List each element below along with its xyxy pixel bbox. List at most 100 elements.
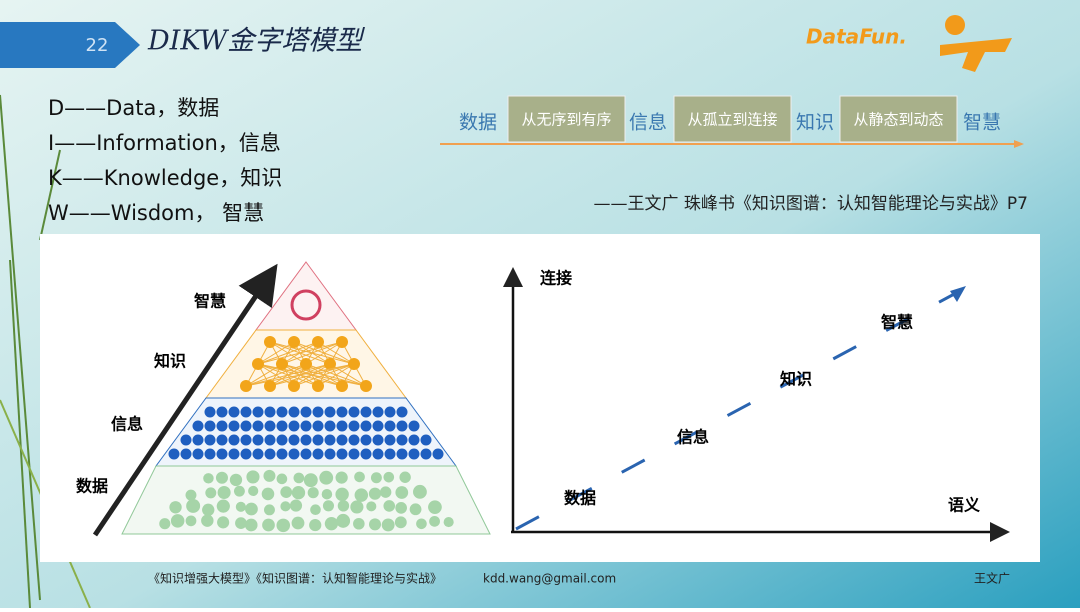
green-dot xyxy=(229,473,243,487)
green-dot xyxy=(233,485,245,497)
green-dot xyxy=(354,471,365,483)
orange-dot xyxy=(276,358,288,370)
green-dot xyxy=(245,502,258,516)
green-dot xyxy=(335,487,349,502)
green-dot xyxy=(443,517,454,528)
transition-box xyxy=(507,95,626,143)
green-dot xyxy=(262,518,275,532)
blue-dot xyxy=(360,420,372,432)
blue-dot xyxy=(228,434,240,446)
orange-dot xyxy=(336,336,348,348)
orange-edge xyxy=(245,363,307,387)
green-dot xyxy=(202,503,215,517)
blue-dot xyxy=(300,420,312,432)
blue-dot xyxy=(360,448,372,460)
blue-dot xyxy=(324,434,336,446)
green-dot xyxy=(261,487,275,501)
green-dot xyxy=(293,472,305,484)
green-dot xyxy=(322,500,335,512)
blue-dot xyxy=(348,448,360,460)
orange-dot xyxy=(312,380,324,392)
blue-dot xyxy=(372,434,384,446)
blue-dot xyxy=(288,406,300,418)
blue-dot xyxy=(360,434,372,446)
green-dot xyxy=(354,488,369,502)
green-dot xyxy=(366,501,377,512)
blue-dot xyxy=(396,406,408,418)
number-tag xyxy=(0,22,140,68)
blue-dot xyxy=(252,420,264,432)
blue-dot xyxy=(384,420,396,432)
green-dot xyxy=(310,504,321,516)
green-dot xyxy=(395,502,407,514)
footer-email: kdd.wang@gmail.com xyxy=(483,572,616,586)
blue-dot xyxy=(312,434,324,446)
blue-dot xyxy=(216,406,228,418)
blue-dot xyxy=(396,420,408,432)
definition: W——Wisdom， 智慧 xyxy=(48,201,264,225)
green-dot xyxy=(428,500,442,515)
blue-dot xyxy=(336,406,348,418)
blue-dot xyxy=(264,448,276,460)
blue-dot xyxy=(252,434,264,446)
blue-dot xyxy=(276,420,288,432)
green-dot xyxy=(416,518,427,530)
green-dot xyxy=(289,499,303,512)
blue-dot xyxy=(336,420,348,432)
green-dot xyxy=(185,489,197,501)
definition: I——Information，信息 xyxy=(48,131,281,155)
orange-dot xyxy=(288,336,300,348)
green-dot xyxy=(276,473,288,485)
green-dot xyxy=(159,518,171,530)
blue-dot xyxy=(372,406,384,418)
green-dot xyxy=(303,473,318,488)
orange-edge xyxy=(245,363,283,387)
green-dot xyxy=(381,518,395,532)
green-dot xyxy=(399,471,411,483)
green-dot xyxy=(216,499,230,513)
blue-dot xyxy=(180,434,192,446)
green-dot xyxy=(248,485,259,497)
flow-stage: 智慧 xyxy=(963,112,1001,134)
orange-edge xyxy=(245,363,331,387)
orange-edge xyxy=(257,341,343,365)
x-axis-label: 语义 xyxy=(948,496,980,515)
green-dot xyxy=(280,486,293,499)
blue-dot xyxy=(228,406,240,418)
blue-dot xyxy=(240,448,252,460)
blue-dot xyxy=(168,448,180,460)
green-dot xyxy=(394,516,407,529)
blue-dot xyxy=(324,420,336,432)
blue-dot xyxy=(396,448,408,460)
blue-dot xyxy=(204,420,216,432)
blue-dot xyxy=(228,420,240,432)
blue-dot xyxy=(264,406,276,418)
green-dot xyxy=(350,500,364,514)
blue-dot xyxy=(408,420,420,432)
orange-edge xyxy=(281,341,343,365)
pyramid-label: 数据 xyxy=(76,477,108,496)
blue-dot xyxy=(228,448,240,460)
blue-dot xyxy=(264,434,276,446)
orange-dot xyxy=(336,380,348,392)
orange-edge xyxy=(293,363,355,387)
green-dot xyxy=(319,470,334,485)
green-dot xyxy=(203,473,214,484)
orange-dot xyxy=(324,358,336,370)
blue-dot xyxy=(204,406,216,418)
transition-box xyxy=(673,95,792,143)
green-dot xyxy=(215,471,228,484)
blue-dot xyxy=(288,434,300,446)
blue-dot xyxy=(348,420,360,432)
transition-label: 从孤立到连接 xyxy=(687,111,777,129)
orange-dot xyxy=(288,380,300,392)
logo-figure xyxy=(940,15,1012,72)
pyramid-arrow xyxy=(92,263,278,537)
orange-edge xyxy=(245,363,355,387)
trend-arrow xyxy=(950,286,966,302)
blue-dot xyxy=(300,434,312,446)
blue-dot xyxy=(372,448,384,460)
green-dot xyxy=(201,514,214,527)
